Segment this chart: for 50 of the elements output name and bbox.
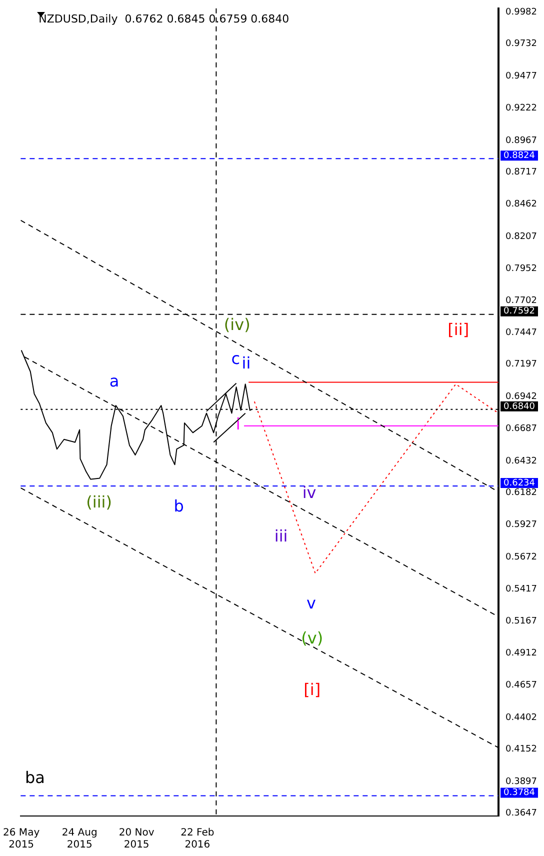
y-tick-label: 0.9982	[506, 8, 538, 18]
y-tick-label: 0.4657	[506, 680, 538, 691]
y-tick-label: 0.9477	[506, 71, 538, 82]
annotation: iv	[302, 482, 316, 502]
ref-line-label: 0.3784	[504, 788, 536, 798]
y-tick-label: 0.6182	[506, 488, 538, 498]
chart-title: NZDUSD,Daily 0.6762 0.6845 0.6759 0.6840	[38, 12, 290, 26]
y-tick-label: 0.9732	[506, 39, 538, 50]
y-tick-label: 0.5167	[506, 616, 538, 626]
y-tick-label: 0.8967	[506, 136, 538, 146]
ref-line-label: 0.6234	[504, 478, 536, 488]
y-tick-label: 0.7952	[506, 264, 538, 274]
x-tick-label: 22 Feb 2016	[180, 828, 214, 851]
y-tick-label: 0.8207	[506, 232, 538, 242]
ref-line-label: 0.7592	[504, 306, 536, 317]
y-tick-label: 0.4402	[506, 712, 538, 723]
y-tick-label: 0.3647	[506, 808, 538, 818]
annotation: [i]	[304, 680, 321, 699]
y-tick-label: 0.5417	[506, 584, 538, 595]
annotation: [ii]	[448, 320, 470, 339]
annotation: iii	[274, 526, 288, 546]
x-tick-label: 24 Aug 2015	[62, 828, 98, 851]
y-tick-label: 0.6432	[506, 456, 538, 466]
y-tick-label: 0.5672	[506, 552, 538, 562]
y-tick-label: 0.8462	[506, 200, 538, 210]
annotation: ii	[242, 354, 251, 373]
ref-line-label: 0.6840	[504, 402, 536, 412]
annotation: b	[174, 496, 184, 516]
annotation: c	[231, 348, 240, 368]
annotation: v	[306, 594, 316, 613]
x-tick-label: 26 May 2015	[3, 828, 40, 851]
y-tick-label: 0.7702	[506, 296, 538, 306]
y-tick-label: 0.9222	[506, 104, 538, 114]
ref-line-label: 0.8824	[504, 150, 536, 161]
annotation: (iii)	[86, 492, 112, 512]
annotation: i	[236, 414, 240, 434]
y-tick-label: 0.5927	[506, 520, 538, 530]
annotation: (iv)	[224, 314, 250, 334]
y-tick-label: 0.6942	[506, 392, 538, 402]
y-tick-label: 0.7197	[506, 360, 538, 370]
annotation: ba	[25, 768, 45, 788]
x-tick-label: 20 Nov 2015	[118, 828, 154, 851]
y-tick-label: 0.3897	[506, 776, 538, 787]
y-tick-label: 0.6687	[506, 424, 538, 434]
y-tick-label: 0.7447	[506, 328, 538, 338]
y-tick-label: 0.4152	[506, 744, 538, 755]
y-tick-label: 0.4912	[506, 648, 538, 659]
annotation: a	[109, 371, 120, 390]
y-tick-label: 0.8717	[506, 167, 538, 178]
annotation: (v)	[301, 628, 324, 648]
